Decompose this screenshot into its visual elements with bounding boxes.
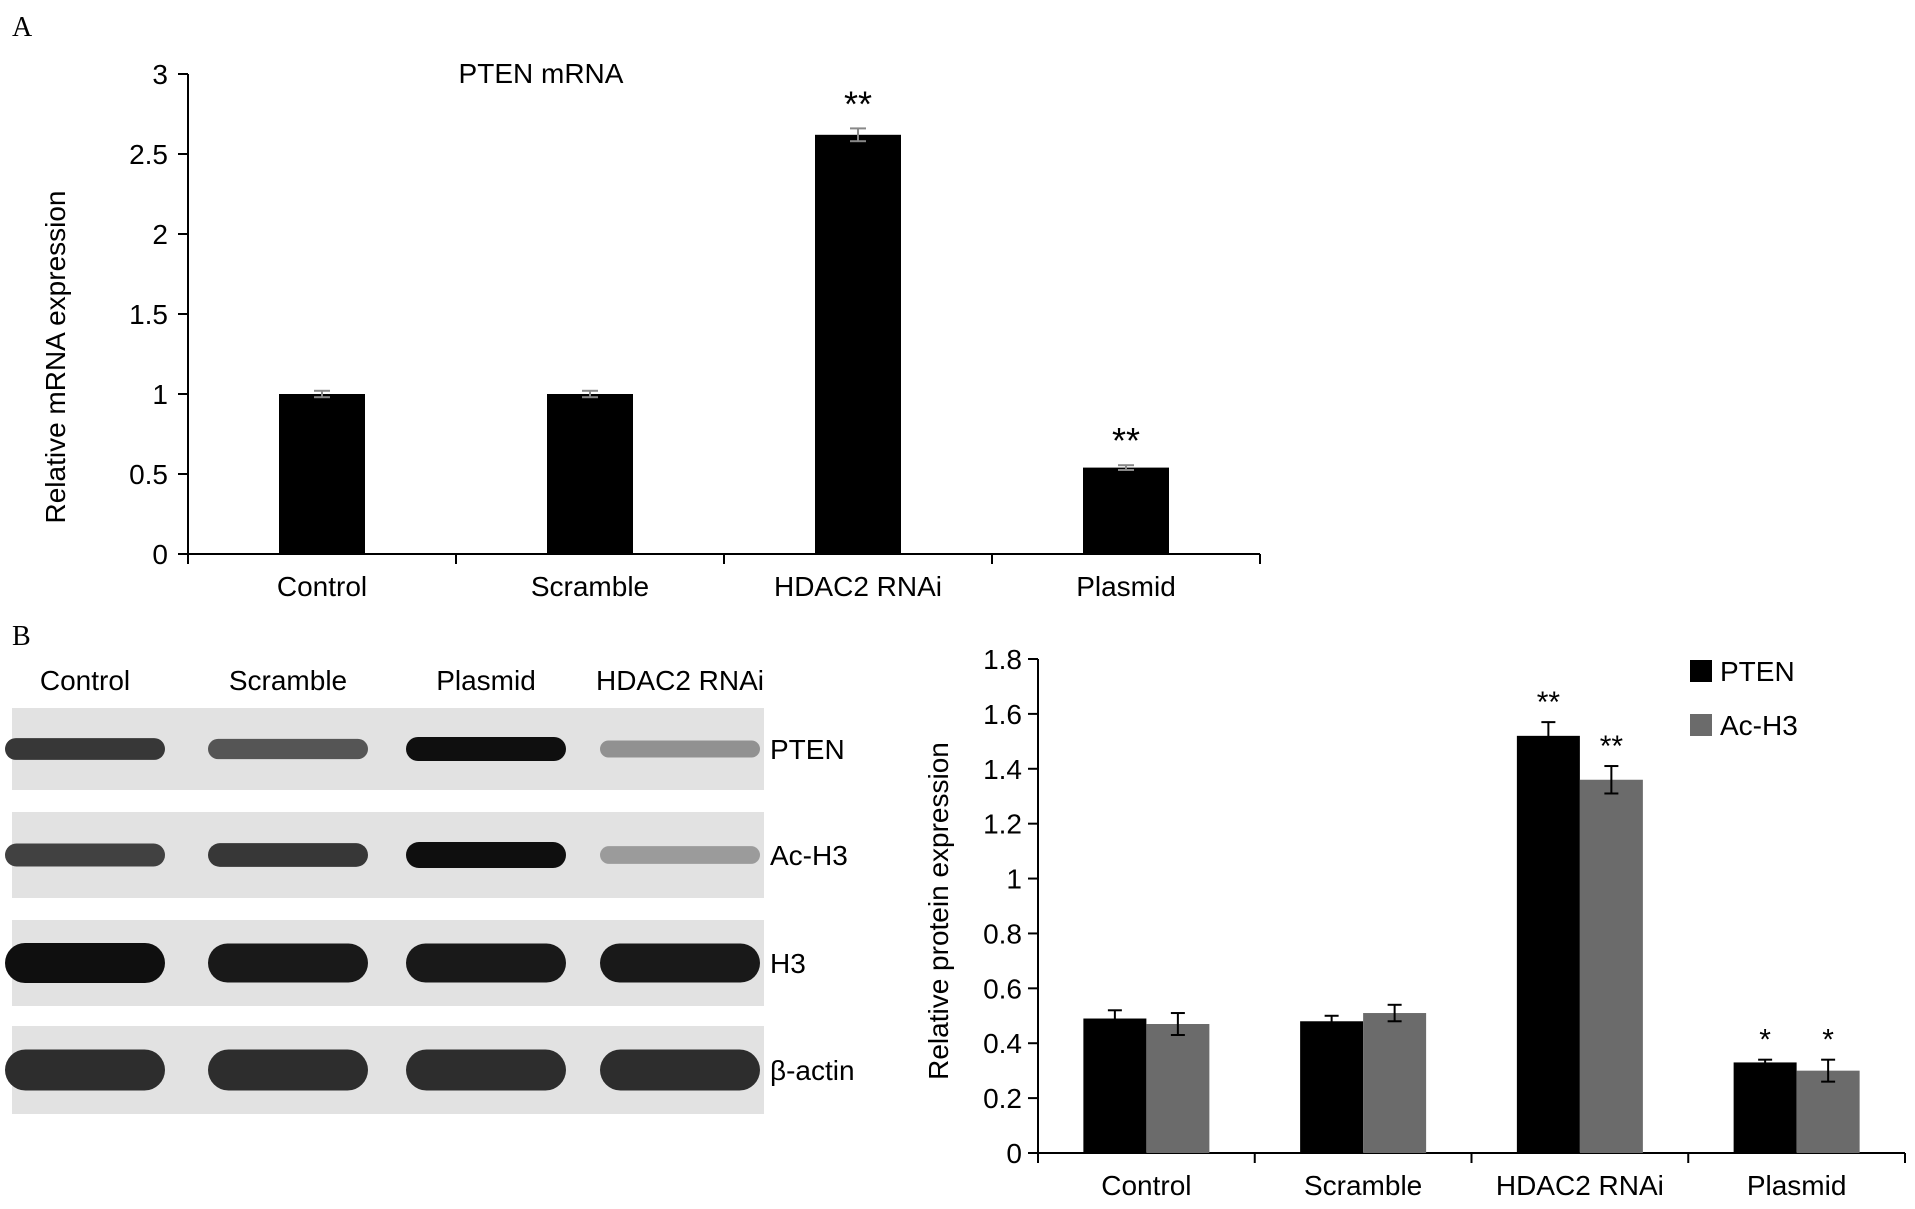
- chart-b-error-bar: [1324, 1014, 1339, 1028]
- blot-band: [406, 842, 566, 868]
- chart-a-y-tick-label: 0.5: [129, 459, 168, 490]
- chart-b-bar-ac-h3-plasmid: [1796, 1070, 1860, 1153]
- chart-b-x-tick-label: Scramble: [1304, 1170, 1422, 1201]
- panel-b-label: B: [12, 621, 31, 652]
- chart-b-bar-ac-h3-hdac2-rnai: [1579, 779, 1643, 1153]
- chart-b-error-bar: [1758, 1058, 1773, 1067]
- blot-lane-label: Plasmid: [436, 665, 536, 696]
- panel-a-label: A: [12, 12, 33, 43]
- western-blot: Control Scramble Plasmid HDAC2 RNAi PTEN Ac-H…: [5, 665, 855, 1114]
- legend-swatch-ac-h3: [1690, 714, 1712, 736]
- blot-row-label: Ac-H3: [770, 840, 848, 871]
- chart-a-bar-control: [279, 394, 365, 554]
- chart-a-significance: **: [1112, 420, 1140, 461]
- chart-a-error-bar: [850, 127, 866, 143]
- chart-b-y-tick-label: 0.2: [983, 1083, 1022, 1114]
- blot-lane-label: HDAC2 RNAi: [596, 665, 764, 696]
- chart-b-error-bar: [1604, 765, 1619, 795]
- chart-a-y-tick-label: 3: [152, 59, 168, 90]
- blot-row-pten: PTEN: [5, 708, 845, 790]
- blot-row-label: β-actin: [770, 1055, 855, 1086]
- chart-a-error-bar: [1118, 464, 1134, 471]
- chart-a-error-bar: [582, 389, 598, 399]
- chart-a-y-tick-label: 1.5: [129, 299, 168, 330]
- chart-a-x-tick-label: HDAC2 RNAi: [774, 571, 942, 602]
- chart-b-y-axis-label: Relative protein expression: [923, 742, 954, 1080]
- chart-a-x-tick-label: Control: [277, 571, 367, 602]
- chart-b-error-bar: [1170, 1012, 1185, 1036]
- chart-a-y-tick-label: 2: [152, 219, 168, 250]
- blot-lane-label: Scramble: [229, 665, 347, 696]
- chart-a-bar-plasmid: [1083, 467, 1169, 554]
- chart-b-y-tick-label: 0: [1006, 1138, 1022, 1169]
- blot-band: [5, 843, 165, 867]
- blot-band: [5, 1049, 165, 1091]
- chart-a-error-bar: [314, 389, 330, 399]
- chart-a-bar-hdac2-rnai: [815, 134, 901, 555]
- blot-band: [600, 740, 760, 758]
- chart-a-bar-scramble: [547, 394, 633, 554]
- blot-row-label: H3: [770, 948, 806, 979]
- blot-band: [600, 846, 760, 864]
- blot-band: [600, 943, 760, 983]
- chart-b-bar-pten-hdac2-rnai: [1516, 735, 1580, 1153]
- chart-b-protein-expression: Relative protein expression PTEN Ac-H3 0…: [923, 644, 1906, 1201]
- chart-b-y-tick-label: 1.8: [983, 644, 1022, 675]
- blot-band: [208, 943, 368, 983]
- chart-b-error-bar: [1821, 1058, 1836, 1083]
- blot-band: [5, 738, 165, 760]
- chart-b-legend: PTEN Ac-H3: [1690, 656, 1798, 741]
- chart-b-x-tick-label: HDAC2 RNAi: [1496, 1170, 1664, 1201]
- chart-a-x-tick-label: Plasmid: [1076, 571, 1176, 602]
- blot-row-label: PTEN: [770, 734, 845, 765]
- chart-b-x-tick-label: Plasmid: [1747, 1170, 1847, 1201]
- chart-b-y-tick-label: 0.4: [983, 1028, 1022, 1059]
- blot-band: [208, 738, 368, 760]
- chart-a-significance: **: [844, 83, 872, 124]
- blot-band: [5, 943, 165, 983]
- chart-a-y-axis-label: Relative mRNA expression: [40, 190, 71, 523]
- blot-row-h3: H3: [5, 920, 806, 1006]
- chart-a-pten-mrna: PTEN mRNA Relative mRNA expression 0 0.5 1…: [40, 58, 1261, 602]
- legend-label-pten: PTEN: [1720, 656, 1795, 687]
- blot-band: [406, 943, 566, 983]
- chart-b-y-tick-label: 0.8: [983, 918, 1022, 949]
- chart-a-x-tick-label: Scramble: [531, 571, 649, 602]
- blot-band: [208, 1049, 368, 1091]
- blot-band: [406, 1049, 566, 1091]
- blot-band: [208, 843, 368, 867]
- blot-band: [406, 737, 566, 761]
- chart-b-bar-pten-control: [1083, 1018, 1147, 1153]
- chart-b-significance: **: [1600, 730, 1624, 763]
- chart-b-significance: **: [1537, 686, 1561, 719]
- chart-b-y-tick-label: 1.6: [983, 699, 1022, 730]
- legend-swatch-pten: [1690, 660, 1712, 682]
- chart-b-y-tick-label: 1.2: [983, 809, 1022, 840]
- chart-a-y-tick-label: 2.5: [129, 139, 168, 170]
- chart-b-y-tick-label: 0.6: [983, 973, 1022, 1004]
- chart-b-y-tick-label: 1.4: [983, 754, 1022, 785]
- chart-a-title: PTEN mRNA: [459, 58, 624, 89]
- chart-b-bar-pten-scramble: [1300, 1021, 1364, 1153]
- chart-b-significance: *: [1759, 1024, 1771, 1057]
- chart-b-error-bar: [1541, 721, 1556, 751]
- blot-row-ac-h3: Ac-H3: [5, 812, 848, 898]
- chart-b-error-bar: [1387, 1003, 1402, 1023]
- chart-b-bar-ac-h3-scramble: [1363, 1013, 1427, 1153]
- chart-b-y-tick-label: 1: [1006, 864, 1022, 895]
- chart-a-y-tick-label: 1: [152, 379, 168, 410]
- blot-row-actin: β-actin: [5, 1026, 855, 1114]
- chart-b-bar-ac-h3-control: [1146, 1024, 1210, 1153]
- chart-b-bar-pten-plasmid: [1733, 1062, 1797, 1153]
- chart-b-significance: *: [1822, 1024, 1834, 1057]
- legend-label-ac-h3: Ac-H3: [1720, 710, 1798, 741]
- blot-band: [600, 1049, 760, 1091]
- chart-b-x-tick-label: Control: [1101, 1170, 1191, 1201]
- chart-a-y-tick-label: 0: [152, 539, 168, 570]
- blot-lane-label: Control: [40, 665, 130, 696]
- chart-b-error-bar: [1107, 1009, 1122, 1028]
